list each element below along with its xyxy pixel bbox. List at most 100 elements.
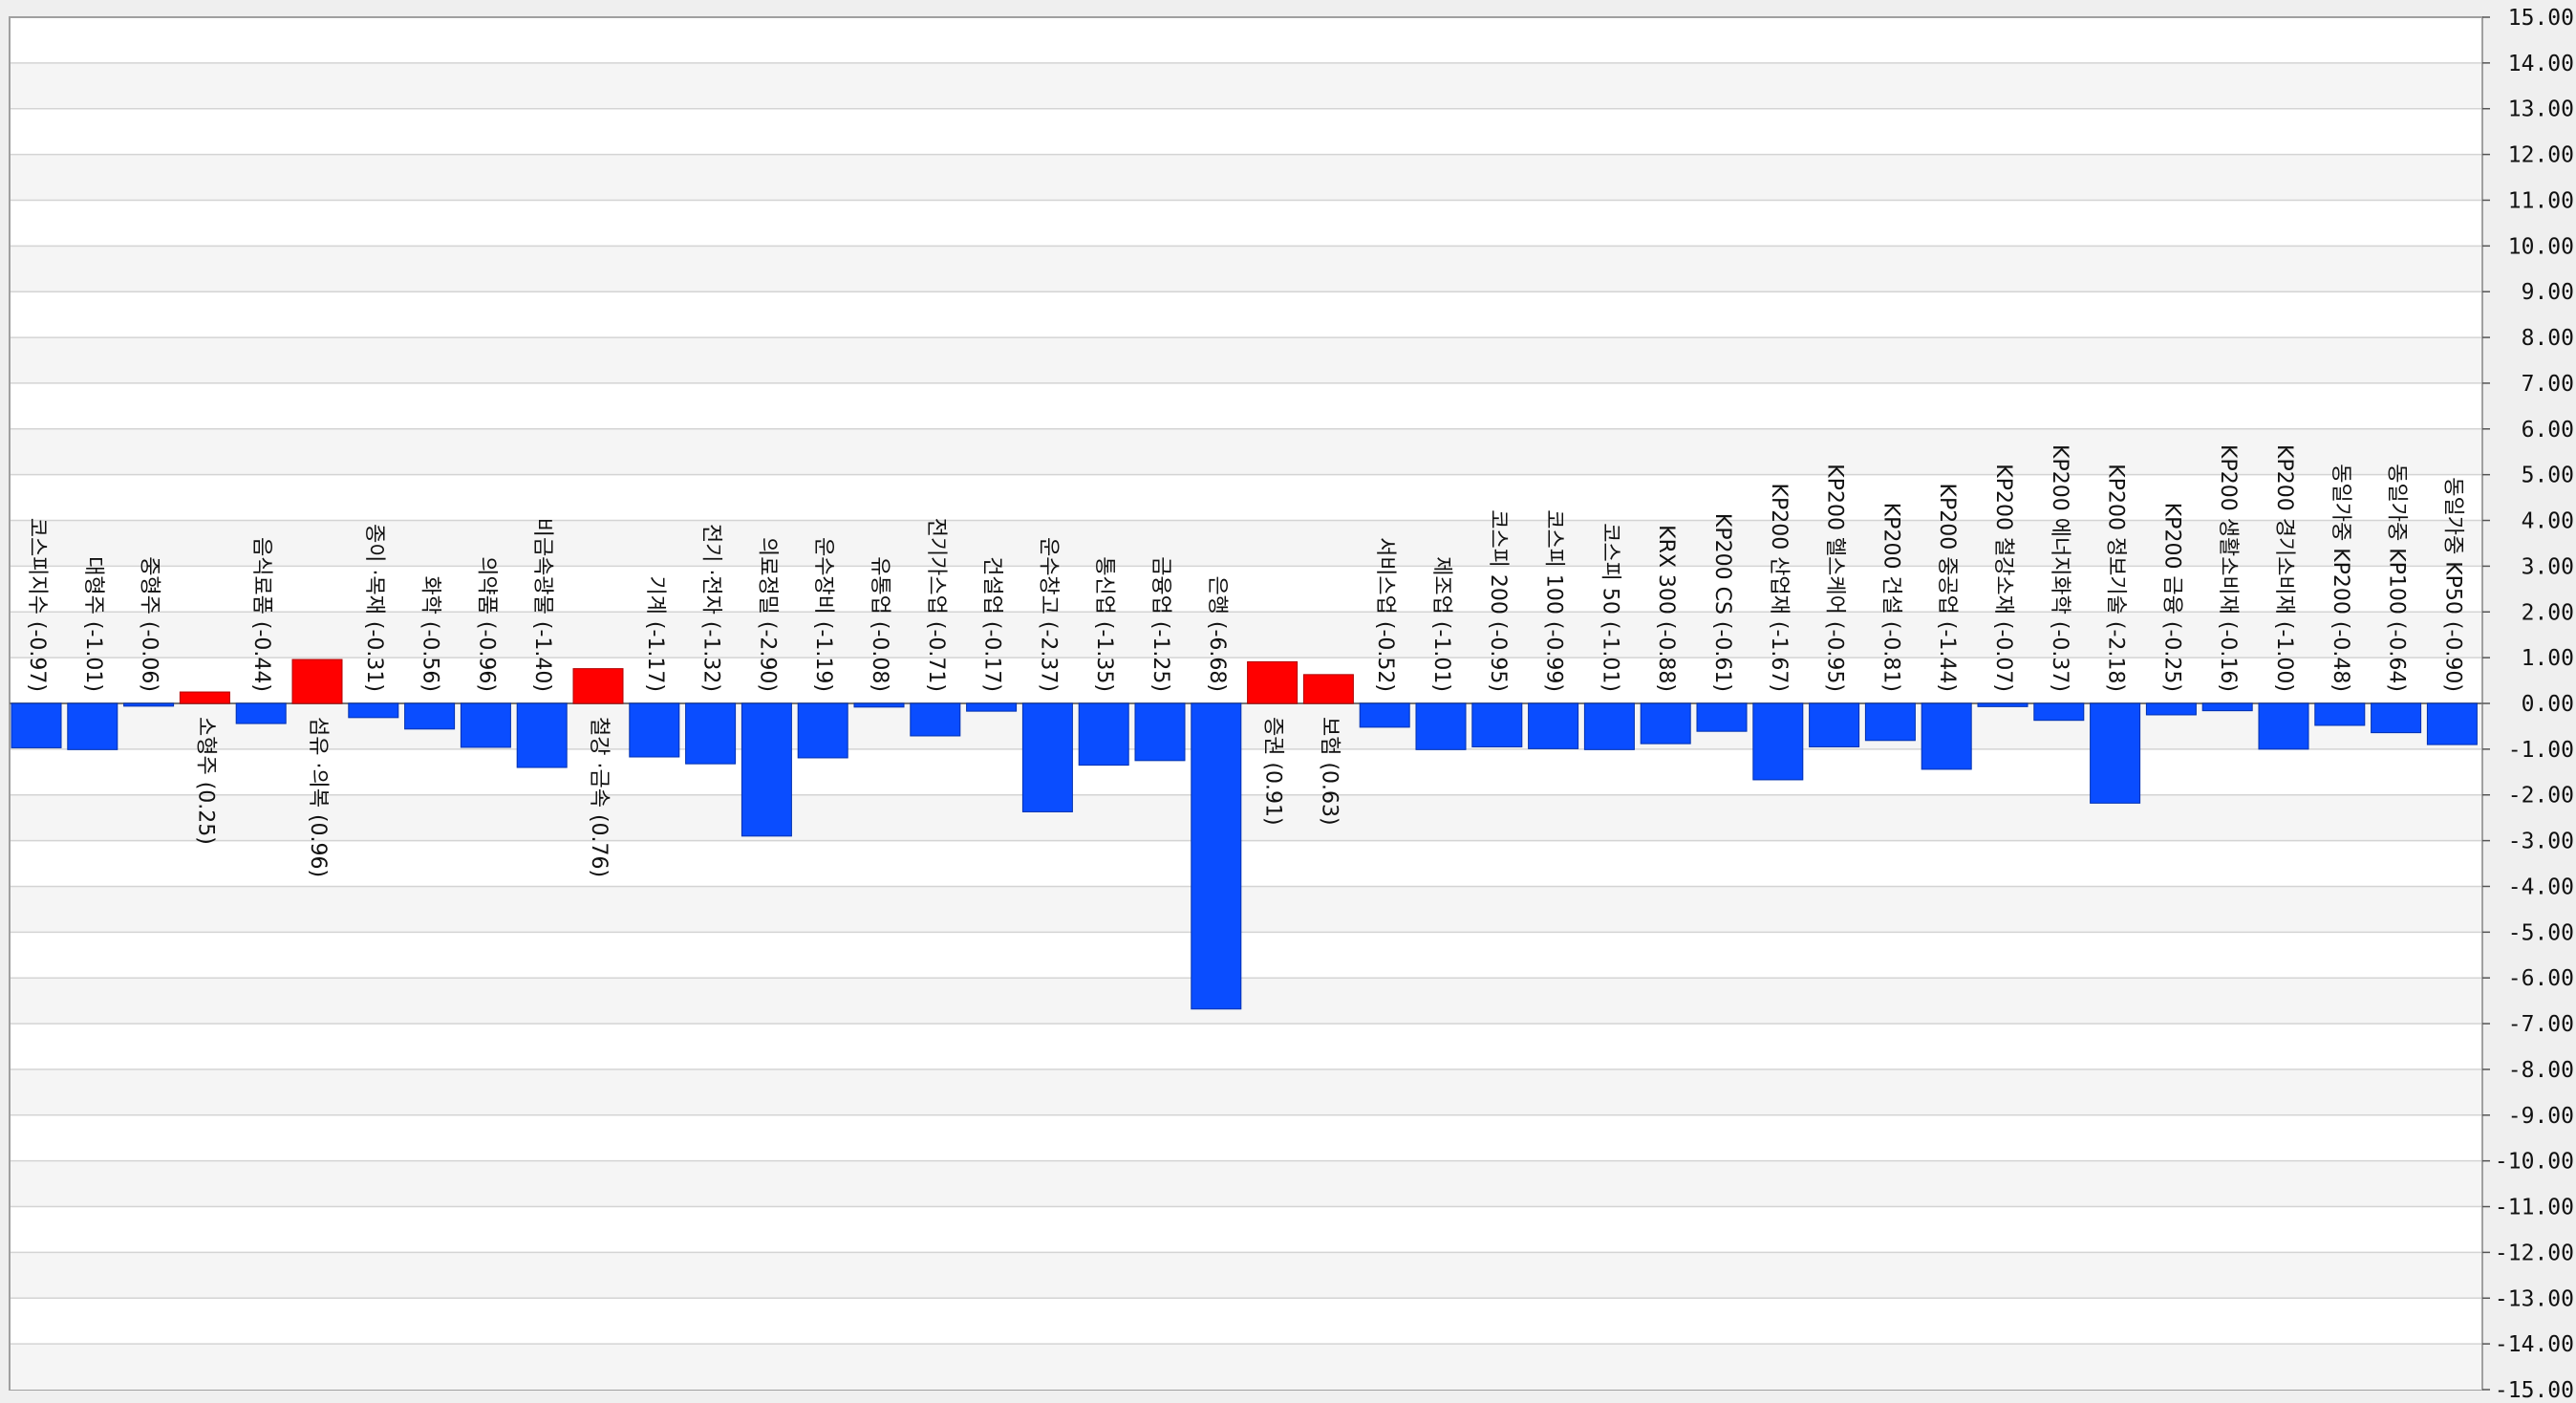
bar-28	[1583, 702, 1635, 750]
bar-label-0: 코스피지수 (-0.97)	[25, 518, 49, 692]
bar-24	[1359, 702, 1410, 728]
grid-band	[11, 794, 2481, 841]
bar-label-34: KP200 중공업 (-1.44)	[1935, 484, 1959, 692]
bar-label-6: 종이 ·목재 (-0.31)	[362, 524, 386, 692]
bar-41	[2314, 702, 2366, 726]
bar-label-9: 비금속광물 (-1.40)	[530, 518, 554, 692]
y-tick-label: -3.00	[2508, 830, 2574, 854]
bar-labels-group: 코스피지수 (-0.97) 대형주 (-1.01) 중형주 (-0.06) 소형주 (…	[25, 444, 2464, 877]
bar-label-36: KP200 에너지화학 (-0.37)	[2048, 444, 2072, 692]
grid-band	[11, 154, 2481, 201]
bar-label-2: 중형주 (-0.06)	[138, 556, 161, 692]
bar-8	[460, 702, 511, 748]
bar-34	[1921, 702, 1972, 770]
y-tick-label: 0.00	[2522, 692, 2574, 717]
bar-label-22: 증권 (0.91)	[1261, 717, 1285, 826]
bar-5	[291, 658, 343, 704]
y-tick-label: 10.00	[2508, 234, 2574, 259]
bar-19	[1078, 702, 1129, 766]
bar-42	[2371, 702, 2422, 734]
bar-6	[348, 702, 399, 719]
y-tick-label: -7.00	[2508, 1012, 2574, 1037]
bar-27	[1528, 702, 1579, 749]
bar-label-39: KP200 생활소비재 (-0.16)	[2216, 444, 2240, 692]
bar-2	[123, 702, 175, 707]
bar-label-35: KP200 철강소재 (-0.07)	[1991, 464, 2015, 692]
y-tick-label: -11.00	[2495, 1196, 2574, 1220]
bar-37	[2090, 702, 2141, 804]
bar-36	[2033, 702, 2085, 722]
grid-band	[11, 978, 2481, 1025]
y-tick-label: 15.00	[2508, 6, 2574, 31]
y-tick-label: -14.00	[2495, 1332, 2574, 1357]
grid-band	[11, 886, 2481, 933]
y-tick-label: -12.00	[2495, 1241, 2574, 1265]
bar-label-1: 대형주 (-1.01)	[81, 556, 105, 692]
bar-21	[1191, 702, 1242, 1010]
grid-band	[11, 1160, 2481, 1207]
y-tick-label: -1.00	[2508, 738, 2574, 763]
y-tick-label: -6.00	[2508, 966, 2574, 991]
y-tick-label: -13.00	[2495, 1286, 2574, 1311]
bar-label-23: 보험 (0.63)	[1317, 717, 1341, 826]
y-tick-label: -15.00	[2495, 1378, 2574, 1403]
bars-group	[11, 658, 2478, 1010]
bar-31	[1752, 702, 1804, 781]
bar-label-16: 전기가스업 (-0.71)	[924, 518, 948, 692]
bar-label-3: 소형주 (0.25)	[193, 717, 217, 845]
bar-label-12: 전기 ·전자 (-1.32)	[699, 524, 723, 692]
y-tick-label: 9.00	[2522, 280, 2574, 305]
grid-band	[11, 612, 2481, 658]
bar-label-19: 통신업 (-1.35)	[1092, 556, 1116, 692]
bar-label-15: 유통업 (-0.08)	[868, 556, 891, 692]
bar-label-29: KRX 300 (-0.88)	[1654, 525, 1678, 692]
bar-18	[1021, 702, 1073, 812]
bar-label-17: 건설업 (-0.17)	[980, 556, 1004, 692]
grid-band	[11, 62, 2481, 109]
bar-label-32: KP200 헬스케어 (-0.95)	[1823, 464, 1847, 692]
bar-15	[853, 702, 905, 708]
bar-33	[1864, 702, 1916, 742]
bar-35	[1977, 702, 2029, 707]
bar-label-8: 의약품 (-0.96)	[474, 556, 498, 692]
y-tick-label: -5.00	[2508, 920, 2574, 945]
y-tick-label: 13.00	[2508, 97, 2574, 122]
y-tick-label: -4.00	[2508, 874, 2574, 899]
bar-label-4: 음식료품 (-0.44)	[249, 537, 273, 692]
y-tick-label: 12.00	[2508, 143, 2574, 168]
y-tick-label: 2.00	[2522, 600, 2574, 625]
bar-label-38: KP200 금융 (-0.25)	[2159, 503, 2183, 692]
y-tick-label: 7.00	[2522, 372, 2574, 397]
y-tick-label: 11.00	[2508, 188, 2574, 213]
bar-30	[1696, 702, 1748, 732]
bar-label-24: 서비스업 (-0.52)	[1373, 537, 1397, 692]
bar-29	[1640, 702, 1691, 745]
bar-20	[1134, 702, 1186, 762]
bar-43	[2426, 702, 2478, 745]
bar-label-27: 코스피 100 (-0.99)	[1542, 509, 1566, 692]
bar-label-10: 철강 ·금속 (0.76)	[587, 717, 611, 877]
grid-band	[11, 1252, 2481, 1299]
bar-0	[11, 702, 62, 748]
grid-band	[11, 337, 2481, 383]
bar-label-21: 은행 (-6.68)	[1205, 575, 1229, 692]
bar-label-37: KP200 정보기술 (-2.18)	[2104, 464, 2128, 692]
y-tick-label: 8.00	[2522, 326, 2574, 351]
bar-label-43: 동일가중 KP50 (-0.90)	[2440, 477, 2464, 692]
grid-band	[11, 428, 2481, 475]
grid-band	[11, 246, 2481, 292]
bar-40	[2258, 702, 2309, 750]
bar-11	[629, 702, 680, 758]
grid-band	[11, 1068, 2481, 1115]
bar-3	[179, 691, 230, 704]
bar-7	[404, 702, 456, 730]
bar-23	[1302, 674, 1354, 704]
bar-1	[67, 702, 118, 750]
bar-17	[966, 702, 1018, 712]
bar-22	[1247, 660, 1299, 704]
y-tick-label: 1.00	[2522, 646, 2574, 671]
bar-9	[516, 702, 568, 768]
bar-label-28: 코스피 50 (-1.01)	[1598, 523, 1621, 692]
y-tick-label: 5.00	[2522, 464, 2574, 488]
